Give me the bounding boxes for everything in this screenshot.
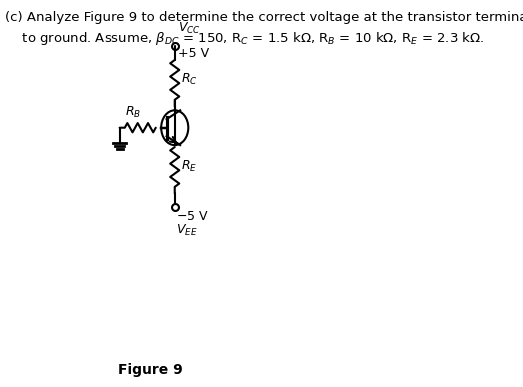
Text: $V_{EE}$: $V_{EE}$ [176, 223, 198, 238]
Text: $R_B$: $R_B$ [125, 105, 141, 120]
Text: (c) Analyze Figure 9 to determine the correct voltage at the transistor terminal: (c) Analyze Figure 9 to determine the co… [5, 11, 523, 47]
Text: $V_{CC}$: $V_{CC}$ [178, 21, 201, 36]
Text: +5 V: +5 V [178, 47, 210, 60]
Text: Figure 9: Figure 9 [118, 363, 183, 377]
Text: $R_E$: $R_E$ [181, 159, 198, 174]
Text: $R_C$: $R_C$ [181, 72, 198, 87]
Text: $-5\ \mathrm{V}$: $-5\ \mathrm{V}$ [176, 210, 209, 223]
